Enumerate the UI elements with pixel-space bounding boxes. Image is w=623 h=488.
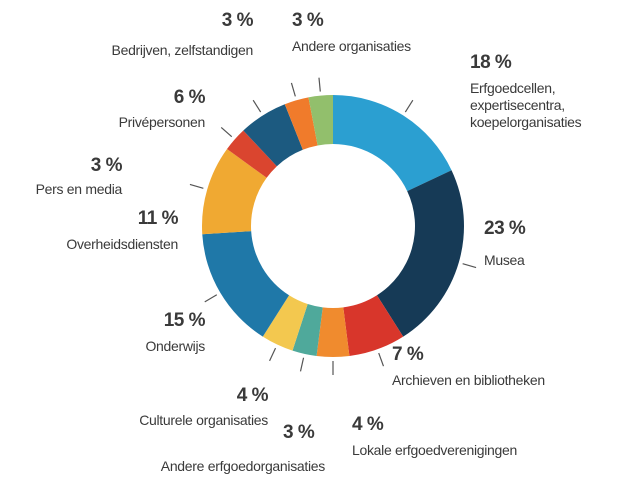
leader-line	[290, 82, 296, 97]
category-label: Musea	[484, 252, 525, 268]
leader-line	[299, 357, 305, 372]
donut-segment	[333, 95, 452, 192]
donut-segment	[376, 170, 464, 337]
value-label: 3 %	[283, 422, 315, 443]
leader-line	[220, 127, 233, 138]
leader-line	[378, 352, 385, 367]
category-label: Bedrijven, zelfstandigen	[111, 42, 254, 58]
donut-segment	[284, 97, 318, 150]
leader-line	[318, 77, 321, 92]
value-label: 4 %	[352, 414, 384, 435]
category-label: Andere organisaties	[292, 38, 411, 54]
value-label: 3 %	[90, 155, 123, 176]
donut-segment	[343, 295, 404, 356]
donut-segment	[292, 303, 323, 356]
leader-line	[204, 294, 218, 303]
category-label: Overheidsdiensten	[66, 236, 178, 252]
leader-line	[404, 99, 414, 113]
leader-line	[269, 347, 277, 362]
value-label: 4 %	[236, 385, 269, 406]
leader-line	[252, 99, 262, 113]
leader-line	[462, 263, 477, 269]
value-label: 3 %	[292, 10, 324, 31]
value-label: 11 %	[137, 208, 179, 229]
donut-segment	[308, 95, 333, 146]
value-label: 23 %	[484, 218, 526, 239]
category-label: Culturele organisaties	[139, 412, 268, 428]
category-label: Lokale erfgoedverenigingen	[352, 442, 517, 458]
category-label: Erfgoedcellen, expertisecentra, koepelor…	[470, 80, 582, 130]
value-label: 7 %	[392, 344, 424, 365]
donut-segment	[227, 130, 277, 178]
category-label: Privépersonen	[118, 114, 206, 130]
category-label: Archieven en bibliotheken	[392, 372, 545, 388]
leader-line	[189, 183, 204, 189]
value-label: 3 %	[221, 10, 254, 31]
donut-segment	[202, 231, 290, 337]
value-label: 6 %	[173, 87, 206, 108]
category-label: Pers en media	[35, 181, 123, 197]
donut-segment	[202, 149, 267, 235]
value-label: 15 %	[163, 310, 206, 331]
donut-segment	[316, 307, 350, 357]
value-label: 18 %	[470, 52, 512, 73]
category-label: Andere erfgoedorganisaties	[160, 458, 326, 474]
category-label: Onderwijs	[145, 338, 205, 354]
donut-segment	[243, 104, 303, 167]
donut-segment	[262, 295, 308, 351]
